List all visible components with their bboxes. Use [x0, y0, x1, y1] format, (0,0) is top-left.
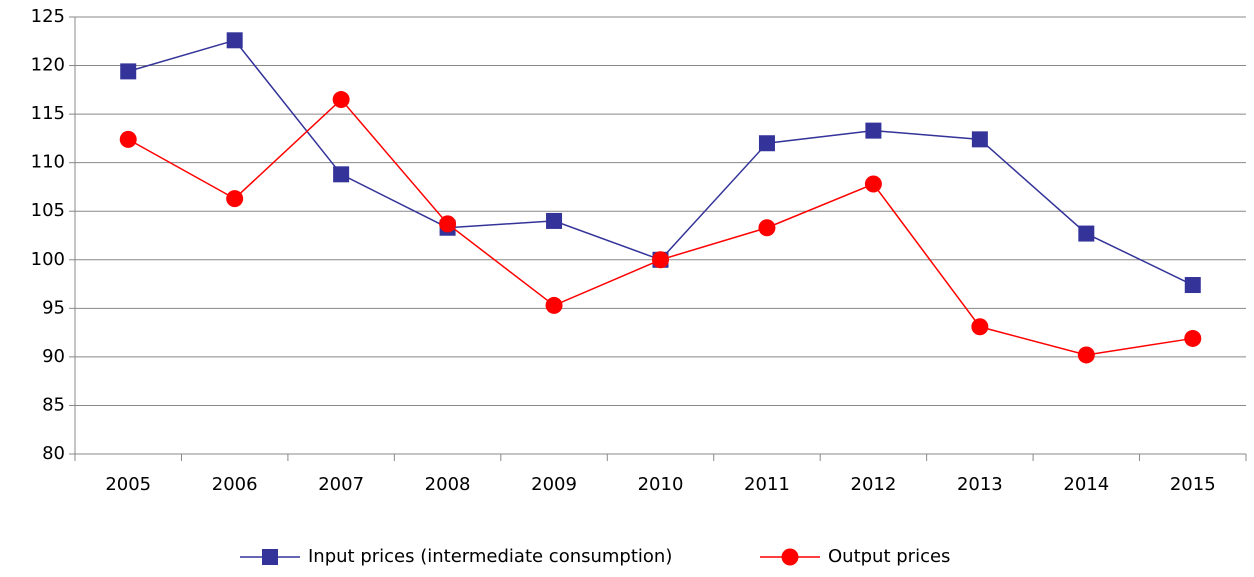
y-tick-label: 95: [42, 297, 65, 318]
x-tick-label: 2013: [957, 474, 1003, 495]
data-point: [1184, 329, 1202, 347]
y-tick-label: 85: [42, 394, 65, 415]
data-point: [1184, 277, 1201, 294]
legend-marker: [781, 548, 799, 566]
legend-label: Input prices (intermediate consumption): [308, 546, 672, 567]
series-line: [127, 98, 1193, 356]
x-tick-label: 2007: [318, 474, 364, 495]
y-tick-label: 105: [31, 200, 65, 221]
data-point: [971, 131, 988, 148]
data-point: [758, 135, 775, 152]
legend-marker: [262, 549, 278, 565]
data-point: [1078, 225, 1095, 242]
data-point: [1077, 346, 1095, 364]
x-tick-label: 2011: [744, 474, 790, 495]
x-tick-label: 2014: [1063, 474, 1109, 495]
data-point: [119, 130, 137, 148]
x-tick-label: 2015: [1170, 474, 1216, 495]
y-tick-label: 125: [31, 6, 65, 27]
data-point: [545, 296, 563, 314]
data-point: [546, 212, 563, 229]
y-tick-label: 100: [31, 249, 65, 270]
x-tick-label: 2009: [531, 474, 577, 495]
y-tick-label: 120: [31, 55, 65, 76]
x-tick-label: 2010: [638, 474, 684, 495]
y-tick-label: 115: [31, 103, 65, 124]
data-point: [971, 318, 989, 336]
data-point: [865, 122, 882, 139]
y-tick-label: 80: [42, 443, 65, 464]
data-point: [439, 215, 457, 233]
x-tick-label: 2006: [212, 474, 258, 495]
data-point: [120, 63, 137, 80]
data-point: [226, 190, 244, 208]
data-point: [332, 91, 350, 109]
x-tick-label: 2008: [425, 474, 471, 495]
x-tick-label: 2005: [105, 474, 151, 495]
y-tick-label: 110: [31, 152, 65, 173]
x-tick-label: 2012: [851, 474, 897, 495]
legend: Input prices (intermediate consumption) O…: [240, 546, 950, 567]
data-point: [652, 251, 669, 269]
data-point: [864, 175, 882, 193]
data-point: [758, 219, 776, 237]
data-point: [333, 166, 350, 183]
y-tick-label: 90: [42, 346, 65, 367]
data-point: [226, 32, 243, 49]
legend-label: Output prices: [828, 546, 950, 567]
